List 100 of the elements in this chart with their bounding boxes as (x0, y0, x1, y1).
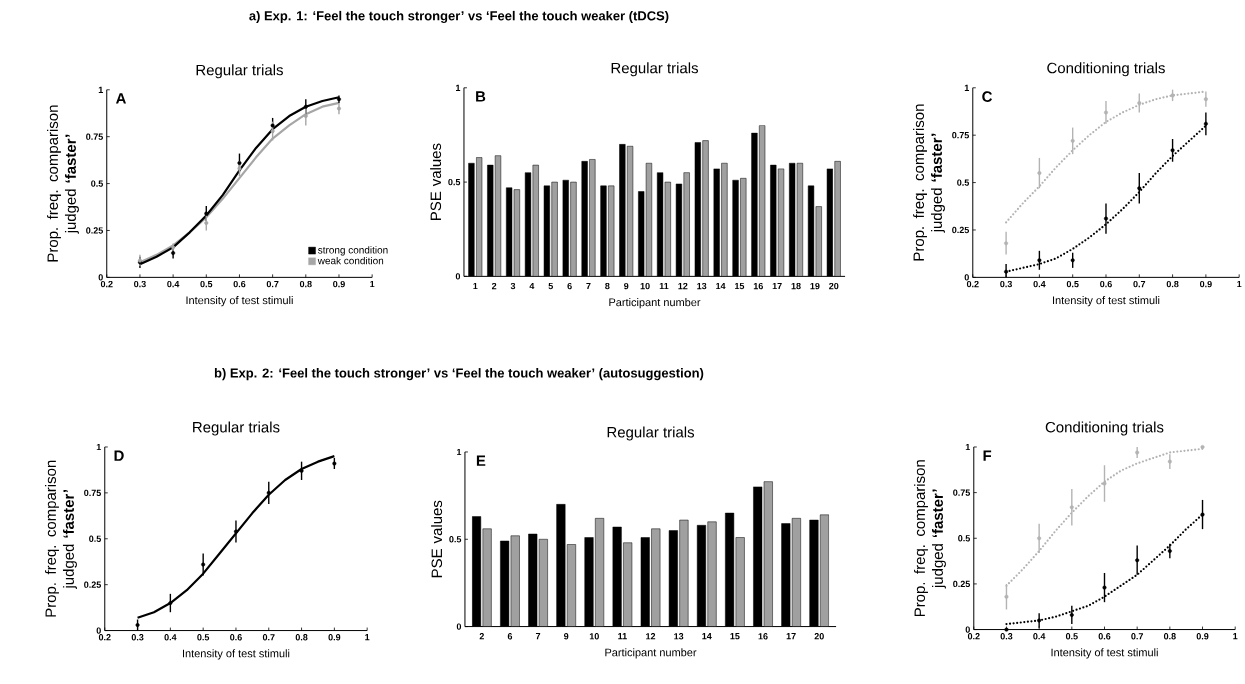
y-tick-label: 0.5 (89, 535, 101, 542)
x-axis-title: Intensity of test stimuli (186, 295, 293, 307)
y-tick-label: 0 (98, 273, 103, 281)
x-axis-title: Intensity of test stimuli (1051, 648, 1158, 659)
legend-label: strong condition (318, 246, 388, 256)
x-tick-label: 12 (678, 282, 688, 289)
y-axis-title: PSE values (430, 143, 442, 220)
annotation: E (476, 455, 486, 466)
x-tick-label: 0.5 (1065, 632, 1078, 640)
y-axis-title: PSE values (431, 500, 443, 577)
y-tick-label: 1 (964, 84, 970, 91)
y-tick-label: 0.5 (958, 534, 971, 542)
x-tick-label: 1 (1233, 632, 1238, 640)
y-tick-label: 0 (964, 273, 969, 281)
x-tick-label: 0.6 (233, 280, 246, 288)
x-tick-label: 0.3 (1000, 280, 1012, 288)
x-tick-label: 15 (730, 632, 740, 640)
x-tick-label: 12 (646, 632, 656, 640)
x-tick-label: 0.6 (230, 633, 242, 641)
x-tick-label: 0.9 (333, 280, 345, 288)
x-tick-label: 20 (814, 632, 824, 640)
chart-title: Regular trials (196, 64, 283, 79)
x-tick-label: 11 (659, 282, 669, 289)
x-tick-label: 10 (640, 282, 650, 290)
x-axis-title: Participant number (605, 648, 697, 659)
y-tick-label: 0 (96, 627, 101, 634)
x-tick-label: 0.3 (1000, 632, 1013, 640)
y-tick-label: 0 (456, 623, 462, 630)
x-tick-label: 0.8 (1163, 632, 1176, 640)
x-tick-label: 15 (734, 282, 745, 289)
annotation: F (983, 450, 992, 461)
x-tick-label: 9 (563, 632, 569, 640)
y-tick-label: 0.75 (84, 489, 101, 496)
y-tick-label: 0.25 (84, 581, 101, 588)
text: b) Exp. 2: ‘Feel the touch stronger’ vs ‘Feel the touch weaker’ (autosuggestion) (214, 367, 704, 380)
y-tick-label: 1 (456, 84, 461, 91)
x-tick-label: 0.7 (262, 633, 275, 641)
x-tick-label: 6 (567, 282, 572, 290)
x-tick-label: 0.7 (1131, 632, 1144, 640)
y-tick-label: 1 (965, 443, 971, 450)
x-axis-title: Intensity of test stimuli (1053, 295, 1160, 307)
chart-title: Regular trials (193, 421, 280, 436)
legend-label: weak condition (317, 256, 384, 265)
x-tick-label: 0.7 (266, 280, 279, 288)
x-tick-label: 0.5 (197, 633, 210, 641)
x-tick-label: 16 (758, 632, 768, 640)
x-tick-label: 2 (491, 282, 497, 289)
x-tick-label: 0.9 (328, 633, 341, 641)
x-tick-label: 0.9 (1196, 632, 1209, 640)
y-tick-label: 0.75 (952, 131, 970, 139)
chart-title: Conditioning trials (1045, 421, 1164, 436)
x-tick-label: 19 (810, 282, 820, 290)
x-tick-label: 0.8 (299, 280, 312, 288)
y-tick-label: 1 (456, 448, 462, 455)
chart-title: Conditioning trials (1047, 62, 1165, 77)
x-tick-label: 0.7 (1133, 280, 1146, 288)
x-tick-label: 0.2 (100, 280, 113, 288)
y-tick-label: 0.25 (86, 227, 103, 234)
annotation: A (115, 93, 126, 104)
chart-title: Regular trials (607, 426, 695, 441)
x-tick-label: 10 (589, 632, 599, 640)
annotation: C (982, 91, 993, 102)
x-tick-label: 1 (370, 280, 375, 287)
y-tick-label: 0.75 (86, 133, 103, 140)
chart-title: Regular trials (611, 62, 699, 77)
x-tick-label: 7 (586, 282, 591, 289)
y-tick-label: 0.5 (449, 535, 462, 543)
x-tick-label: 17 (786, 632, 796, 640)
x-tick-label: 1 (473, 282, 478, 289)
x-tick-label: 3 (510, 282, 516, 290)
x-tick-label: 17 (772, 282, 782, 289)
x-tick-label: 0.9 (1200, 280, 1212, 288)
x-tick-label: 2 (479, 632, 484, 640)
x-tick-label: 18 (791, 282, 801, 290)
y-tick-label: 0.25 (952, 226, 970, 233)
x-tick-label: 5 (548, 282, 553, 289)
x-tick-label: 0.3 (131, 633, 144, 641)
x-tick-label: 0.5 (1066, 280, 1079, 288)
y-tick-label: 0 (965, 626, 970, 633)
x-tick-label: 0.8 (295, 633, 308, 641)
x-tick-label: 13 (674, 632, 684, 640)
x-tick-label: 9 (624, 282, 629, 290)
x-tick-label: 8 (605, 282, 610, 290)
y-tick-label: 0 (455, 272, 461, 280)
x-tick-label: 0.6 (1100, 280, 1112, 288)
annotation: B (476, 91, 486, 102)
x-axis-title: Intensity of test stimuli (183, 649, 290, 660)
x-tick-label: 11 (618, 632, 627, 640)
x-tick-label: 0.3 (134, 280, 146, 288)
x-tick-label: 1 (365, 633, 370, 641)
x-tick-label: 14 (702, 632, 712, 640)
x-tick-label: 20 (829, 282, 839, 290)
x-tick-label: 0.4 (164, 633, 177, 641)
x-tick-label: 0.5 (200, 280, 213, 288)
x-tick-label: 0.8 (1166, 280, 1179, 288)
x-tick-label: 0.2 (966, 280, 979, 288)
x-tick-label: 16 (753, 282, 763, 290)
x-tick-label: 0.4 (167, 280, 180, 288)
x-tick-label: 0.4 (1033, 280, 1046, 288)
x-tick-label: 0.6 (1098, 632, 1111, 640)
